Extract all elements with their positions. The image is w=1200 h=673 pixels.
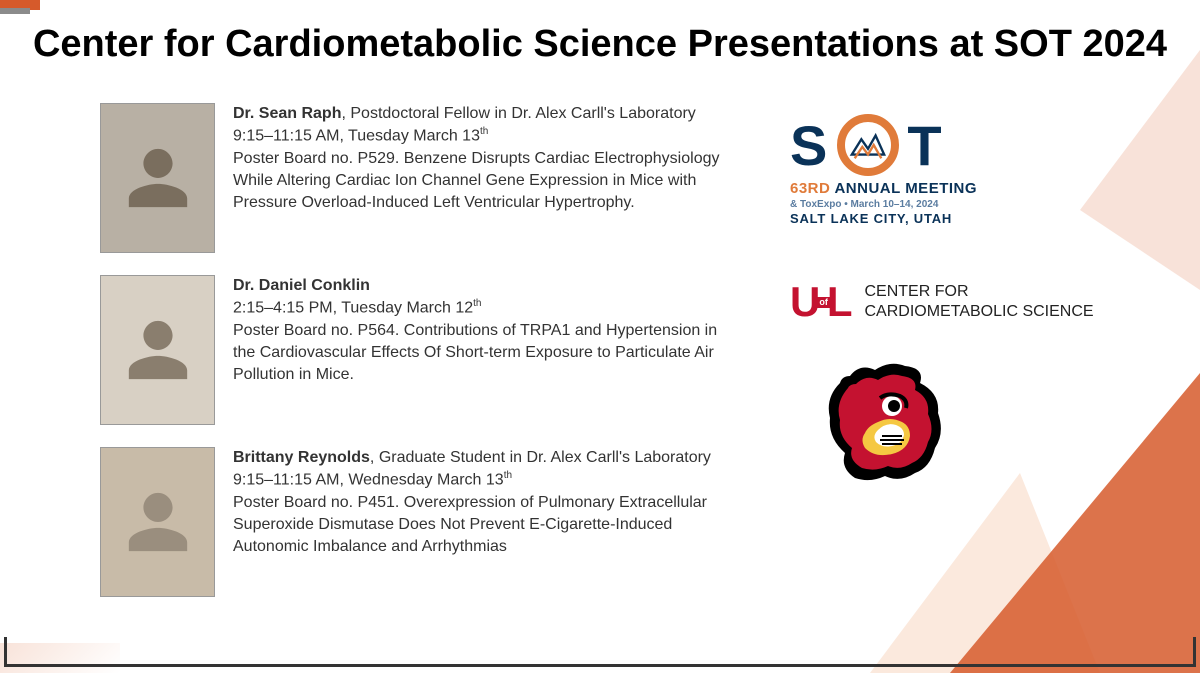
mountain-icon [849,126,887,164]
presenter-role: , Postdoctoral Fellow in Dr. Alex Carll'… [341,105,695,122]
uofl-center-l2: CARDIOMETABOLIC SCIENCE [865,302,1094,321]
presenter-block: Dr. Sean Raph, Postdoctoral Fellow in Dr… [100,103,740,253]
bg-triangle-left [0,643,120,673]
time-sup: th [480,126,488,137]
person-icon [123,143,193,213]
sot-city: SALT LAKE CITY, UTAH [790,211,1070,226]
time-text: 2:15–4:15 PM, Tuesday March 12 [233,299,473,316]
person-icon [123,487,193,557]
presenter-name: Dr. Sean Raph [233,105,341,122]
presenter-details: Dr. Sean Raph, Postdoctoral Fellow in Dr… [233,103,740,253]
sot-letter-o [837,114,899,176]
person-icon [123,315,193,385]
presenters-column: Dr. Sean Raph, Postdoctoral Fellow in Dr… [100,103,740,619]
presenter-name: Brittany Reynolds [233,449,370,466]
sot-letter-t: T [907,113,943,178]
sot-wordmark: S T [790,113,1070,178]
cardinal-logo [820,358,1120,503]
time-sup: th [473,298,481,309]
time-text: 9:15–11:15 AM, Tuesday March 13 [233,127,480,144]
presenter-details: Brittany Reynolds, Graduate Student in D… [233,447,740,597]
presenter-abstract: Poster Board no. P451. Overexpression of… [233,492,740,559]
time-text: 9:15–11:15 AM, Wednesday March 13 [233,471,504,488]
content-row: Dr. Sean Raph, Postdoctoral Fellow in Dr… [0,68,1200,619]
uofl-l: L [827,278,853,325]
presenter-block: Dr. Daniel Conklin 2:15–4:15 PM, Tuesday… [100,275,740,425]
cardinal-icon [820,358,960,498]
presenter-time: 9:15–11:15 AM, Wednesday March 13th [233,469,740,492]
uofl-logo: UofL CENTER FOR CARDIOMETABOLIC SCIENCE [790,281,1120,323]
uofl-u: U [790,278,820,325]
sot-meeting-line: 63RD ANNUAL MEETING [790,180,1070,197]
sot-logo: S T 63RD ANNUAL MEETING & ToxExpo • Marc… [790,113,1070,226]
time-sup: th [504,470,512,481]
presenter-abstract: Poster Board no. P564. Contributions of … [233,320,740,387]
sot-annual: ANNUAL MEETING [830,180,977,197]
logos-column: S T 63RD ANNUAL MEETING & ToxExpo • Marc… [740,103,1120,619]
accent-bar-gray [0,8,30,14]
presenter-photo [100,447,215,597]
presenter-time: 9:15–11:15 AM, Tuesday March 13th [233,125,740,148]
uofl-center-l1: CENTER FOR [865,282,1094,301]
presenter-details: Dr. Daniel Conklin 2:15–4:15 PM, Tuesday… [233,275,740,425]
presenter-photo [100,275,215,425]
sot-letter-s: S [790,113,829,178]
frame-bottom [4,664,1196,667]
presenter-time: 2:15–4:15 PM, Tuesday March 12th [233,297,740,320]
uofl-wordmark: UofL [790,281,853,323]
presenter-photo [100,103,215,253]
frame-left [4,637,7,667]
page-title: Center for Cardiometabolic Science Prese… [0,0,1200,68]
presenter-name: Dr. Daniel Conklin [233,277,370,294]
sot-subline: & ToxExpo • March 10–14, 2024 [790,199,1070,210]
presenter-role: , Graduate Student in Dr. Alex Carll's L… [370,449,711,466]
presenter-block: Brittany Reynolds, Graduate Student in D… [100,447,740,597]
frame-right [1193,637,1196,667]
uofl-of: of [817,297,830,308]
uofl-center-name: CENTER FOR CARDIOMETABOLIC SCIENCE [865,282,1094,320]
presenter-abstract: Poster Board no. P529. Benzene Disrupts … [233,148,740,215]
sot-63rd: 63RD [790,180,830,197]
